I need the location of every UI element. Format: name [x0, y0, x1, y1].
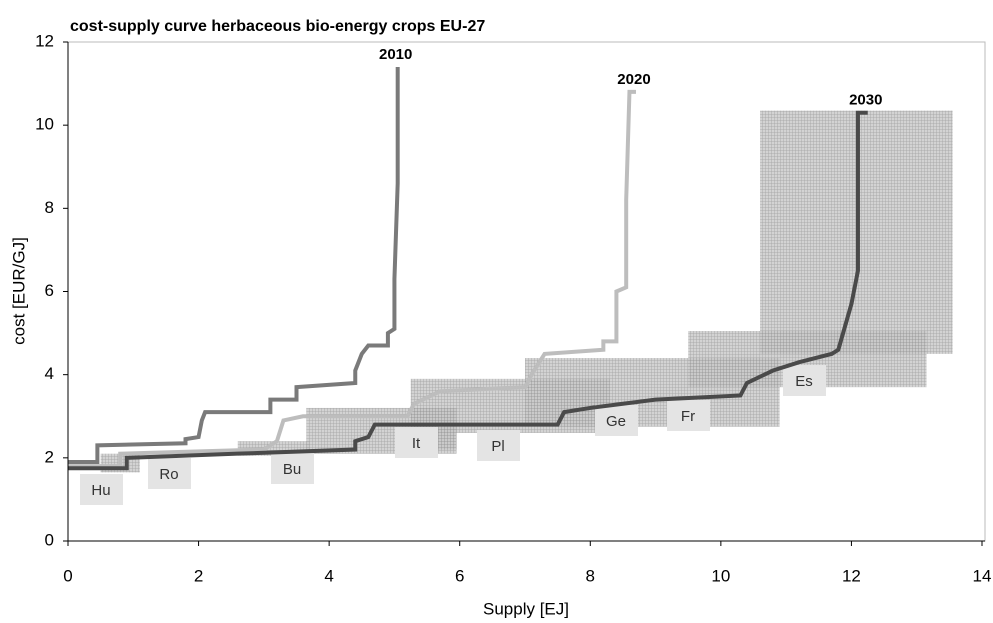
region-label: Hu [91, 482, 110, 499]
label-box [477, 430, 520, 461]
series-label: 2030 [849, 92, 882, 109]
label-box [395, 427, 438, 458]
y-tick-label: 4 [45, 364, 54, 383]
y-tick-label: 6 [45, 281, 54, 300]
label-box [783, 365, 826, 396]
region-label: It [412, 435, 421, 452]
x-tick-label: 14 [973, 566, 992, 585]
x-axis-label: Supply [EJ] [483, 599, 569, 618]
label-box [80, 474, 123, 505]
label-box [595, 405, 638, 436]
x-tick-label: 0 [63, 566, 72, 585]
region-label: Es [795, 373, 813, 390]
region-label: Fr [681, 408, 695, 425]
x-tick-label: 6 [455, 566, 464, 585]
series-label: 2020 [617, 71, 650, 88]
label-box [271, 453, 314, 484]
y-tick-label: 0 [45, 530, 54, 549]
y-tick-label: 8 [45, 198, 54, 217]
y-tick-label: 2 [45, 447, 54, 466]
region-label: Pl [491, 438, 504, 455]
series-label: 2010 [379, 46, 412, 63]
x-tick-label: 2 [194, 566, 203, 585]
x-tick-label: 4 [324, 566, 333, 585]
y-tick-label: 10 [35, 115, 54, 134]
y-axis-label: cost [EUR/GJ] [9, 237, 28, 345]
region-label: Ro [159, 466, 178, 483]
x-tick-label: 8 [586, 566, 595, 585]
y-tick-label: 12 [35, 31, 54, 50]
region-label: Ge [606, 413, 626, 430]
x-tick-label: 10 [711, 566, 730, 585]
chart-title: cost-supply curve herbaceous bio-energy … [70, 18, 485, 35]
series-line [68, 110, 868, 471]
series-line [68, 66, 400, 464]
x-tick-label: 12 [842, 566, 861, 585]
series-line [68, 89, 636, 469]
label-box [148, 458, 191, 489]
label-box [667, 400, 710, 431]
region-label: Bu [283, 461, 301, 478]
